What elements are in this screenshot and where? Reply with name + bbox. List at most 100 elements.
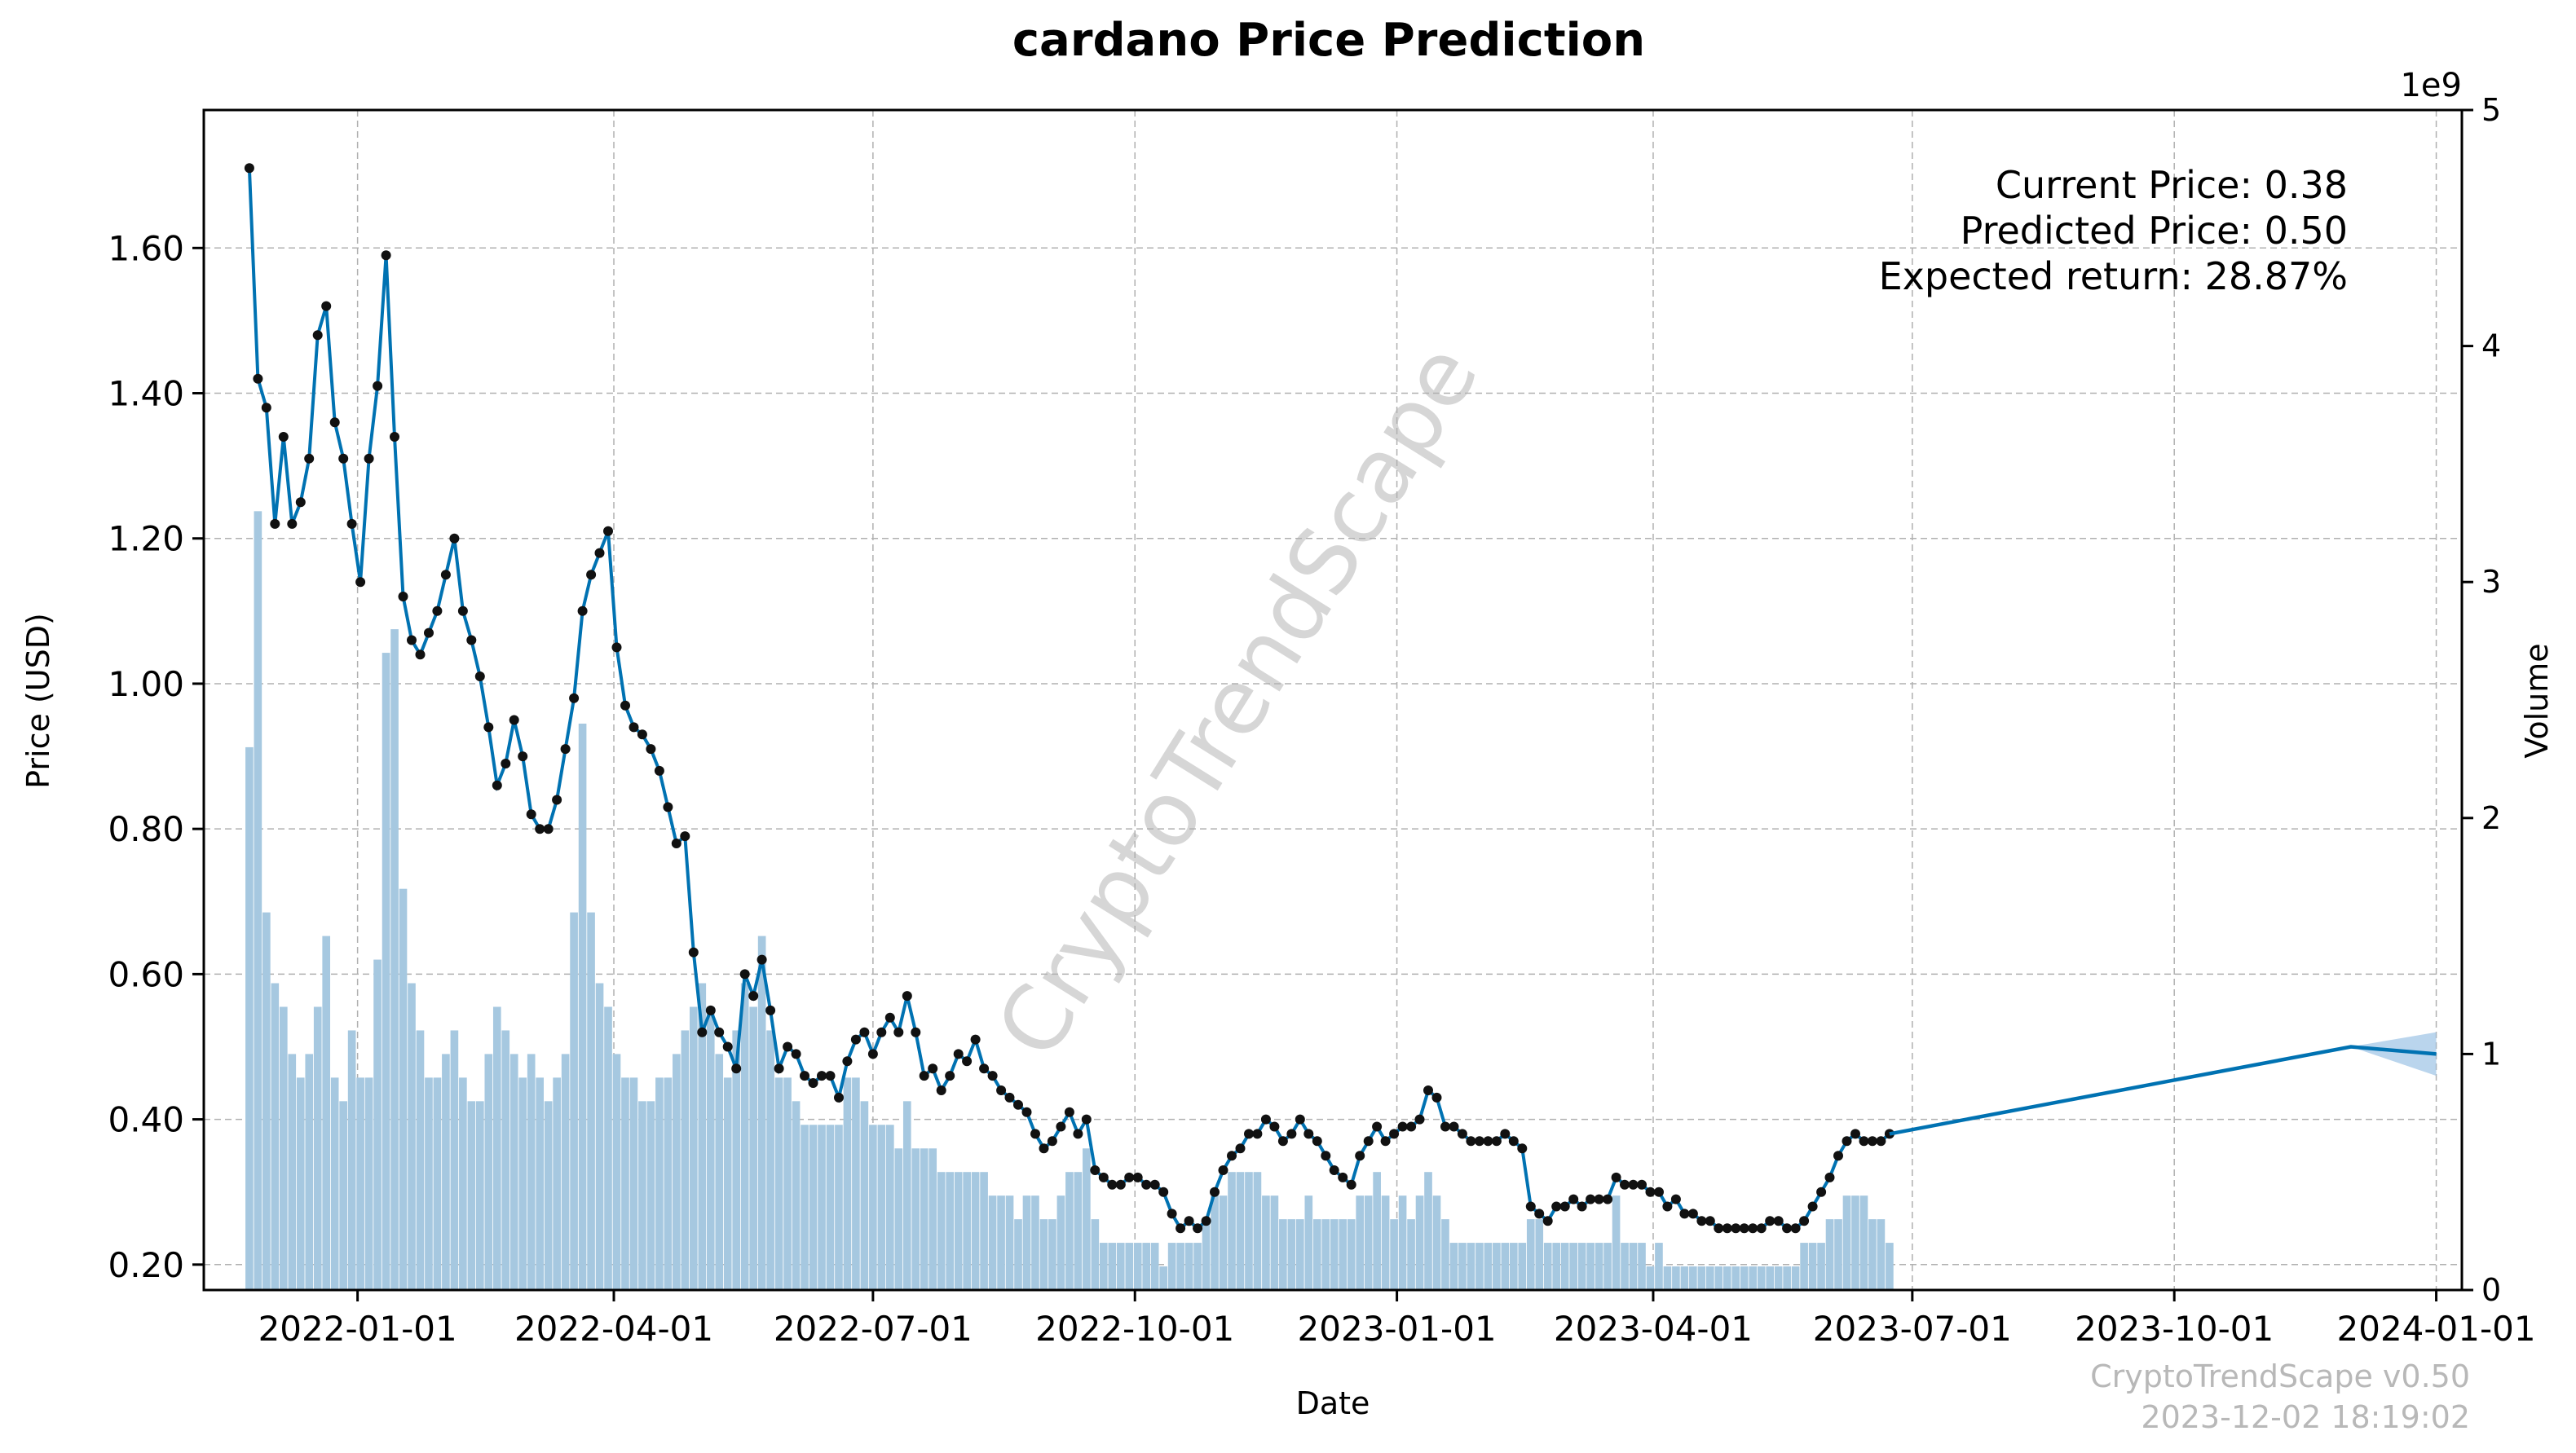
volume-bar: [1245, 1172, 1253, 1290]
price-point: [1833, 1151, 1843, 1161]
volume-bar: [1356, 1195, 1365, 1290]
volume-bar: [792, 1101, 801, 1290]
price-point: [739, 969, 750, 980]
volume-bar: [1270, 1195, 1279, 1290]
price-point: [603, 526, 613, 536]
x-axis-title: Date: [1296, 1385, 1370, 1421]
price-point: [1705, 1216, 1715, 1226]
price-point: [569, 693, 580, 703]
volume-bar: [835, 1125, 843, 1290]
price-point: [1056, 1121, 1066, 1132]
volume-bar: [1475, 1243, 1484, 1290]
volume-bar: [288, 1054, 297, 1290]
price-point: [731, 1063, 742, 1074]
price-point: [884, 1012, 895, 1023]
price-point: [705, 1005, 716, 1015]
price-point: [945, 1071, 955, 1081]
volume-bar: [1722, 1266, 1731, 1290]
price-point: [1603, 1194, 1613, 1204]
price-point: [1842, 1136, 1852, 1147]
volume-bar: [766, 1030, 774, 1290]
price-point: [962, 1056, 973, 1067]
volume-bar: [629, 1077, 638, 1290]
volume-bar: [527, 1054, 536, 1290]
price-point: [1722, 1223, 1732, 1234]
volume-bar: [1825, 1219, 1834, 1290]
price-point: [1021, 1107, 1032, 1117]
y2-tick-label: 5: [2481, 92, 2501, 128]
price-point: [1193, 1223, 1203, 1234]
volume-bar: [886, 1125, 894, 1290]
volume-bar: [1449, 1243, 1458, 1290]
volume-bar: [1116, 1243, 1125, 1290]
volume-bar: [450, 1030, 459, 1290]
volume-bar: [271, 983, 280, 1290]
volume-bar: [732, 1030, 741, 1290]
price-point: [1423, 1085, 1433, 1095]
price-point: [1235, 1143, 1246, 1154]
price-point: [620, 700, 630, 711]
volume-bar: [433, 1077, 442, 1290]
price-markers: [244, 163, 1895, 1234]
price-point: [1210, 1187, 1220, 1197]
volume-bar: [971, 1172, 980, 1290]
volume-bar: [544, 1101, 553, 1290]
volume-bar: [1176, 1243, 1184, 1290]
volume-bar: [1339, 1219, 1348, 1290]
y2-tick-label: 3: [2481, 564, 2501, 600]
volume-bar: [1484, 1243, 1493, 1290]
volume-bar: [1065, 1172, 1074, 1290]
volume-bar: [1518, 1243, 1527, 1290]
price-point: [1483, 1136, 1493, 1147]
volume-bar: [1467, 1243, 1475, 1290]
price-point: [449, 533, 460, 544]
price-point: [457, 605, 468, 616]
price-point: [1859, 1136, 1869, 1147]
price-point: [440, 570, 451, 580]
price-point: [1013, 1099, 1023, 1110]
footer-version: CryptoTrendScape v0.50: [2090, 1358, 2470, 1394]
price-point: [432, 605, 443, 616]
price-point: [1244, 1129, 1254, 1139]
price-point: [1303, 1129, 1314, 1139]
price-point: [1816, 1187, 1827, 1197]
volume-bar: [305, 1054, 314, 1290]
volume-bar: [1398, 1195, 1407, 1290]
y-axis-left: 0.20 0.40 0.60 0.80 1.00 1.20 1.40 1.60: [108, 228, 204, 1285]
volume-bar: [809, 1125, 818, 1290]
price-point: [1176, 1223, 1186, 1234]
volume-bar: [416, 1030, 425, 1290]
volume-bar: [1193, 1243, 1202, 1290]
price-point: [800, 1071, 809, 1081]
volume-bar: [698, 983, 707, 1290]
price-point: [722, 1041, 733, 1052]
price-point: [1389, 1129, 1400, 1139]
price-point: [791, 1049, 801, 1059]
price-point: [637, 729, 647, 740]
volume-bar: [1039, 1219, 1048, 1290]
price-point: [474, 671, 485, 681]
predicted-price-annotation: Predicted Price: 0.50: [1961, 209, 2348, 253]
volume-bar: [1586, 1243, 1595, 1290]
volume-bar: [501, 1030, 510, 1290]
y-tick-label: 0.60: [108, 954, 184, 994]
volume-bar: [1672, 1266, 1680, 1290]
price-point: [1414, 1114, 1425, 1125]
price-point: [1687, 1209, 1698, 1219]
volume-bar: [382, 653, 390, 1290]
price-point: [1149, 1179, 1160, 1190]
price-point: [646, 744, 656, 755]
volume-bar: [1167, 1243, 1176, 1290]
volume-bar: [783, 1077, 792, 1290]
volume-bar: [1415, 1195, 1424, 1290]
price-point: [1372, 1121, 1383, 1132]
volume-bar: [1560, 1243, 1569, 1290]
volume-bar: [1714, 1266, 1723, 1290]
y-axis-right: 0 1 2 3 4 5: [2462, 92, 2501, 1308]
volume-bar: [723, 1077, 732, 1290]
price-point: [1790, 1223, 1801, 1234]
volume-bar: [561, 1054, 570, 1290]
volume-bar: [1851, 1195, 1859, 1290]
volume-bar: [1621, 1243, 1629, 1290]
volume-bar: [1296, 1219, 1304, 1290]
